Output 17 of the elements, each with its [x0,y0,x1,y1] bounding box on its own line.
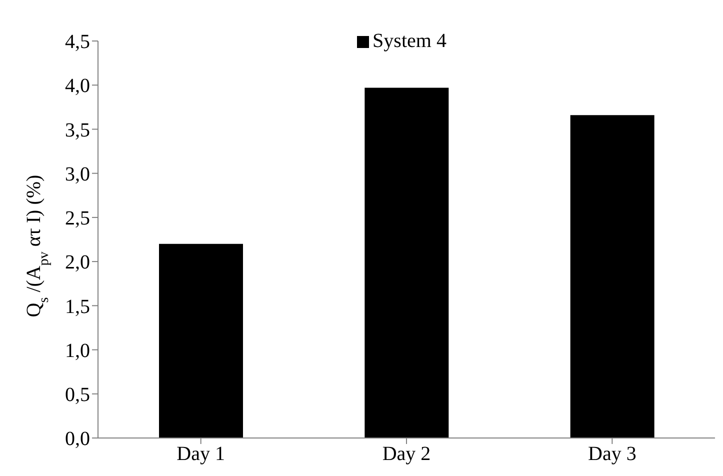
y-tick-label: 2,5 [65,208,90,230]
bar [364,88,449,438]
y-tick-label: 4,5 [65,31,90,54]
legend-label: System 4 [372,30,446,52]
y-tick-label: 1,5 [65,296,90,318]
x-tick-label: Day 2 [382,443,431,466]
y-tick-label: 2,0 [65,252,90,274]
y-tick-label: 0,0 [65,428,90,450]
y-tick-label: 3,0 [65,163,90,186]
y-tick-label: 1,0 [65,340,90,362]
y-tick-label: 3,5 [65,119,90,142]
y-tick-label: 4,0 [65,75,90,98]
x-tick-label: Day 3 [588,443,636,466]
y-tick-label: 0,5 [65,384,90,406]
bar [570,115,654,438]
x-tick-label: Day 1 [176,443,225,466]
bar [159,244,243,438]
